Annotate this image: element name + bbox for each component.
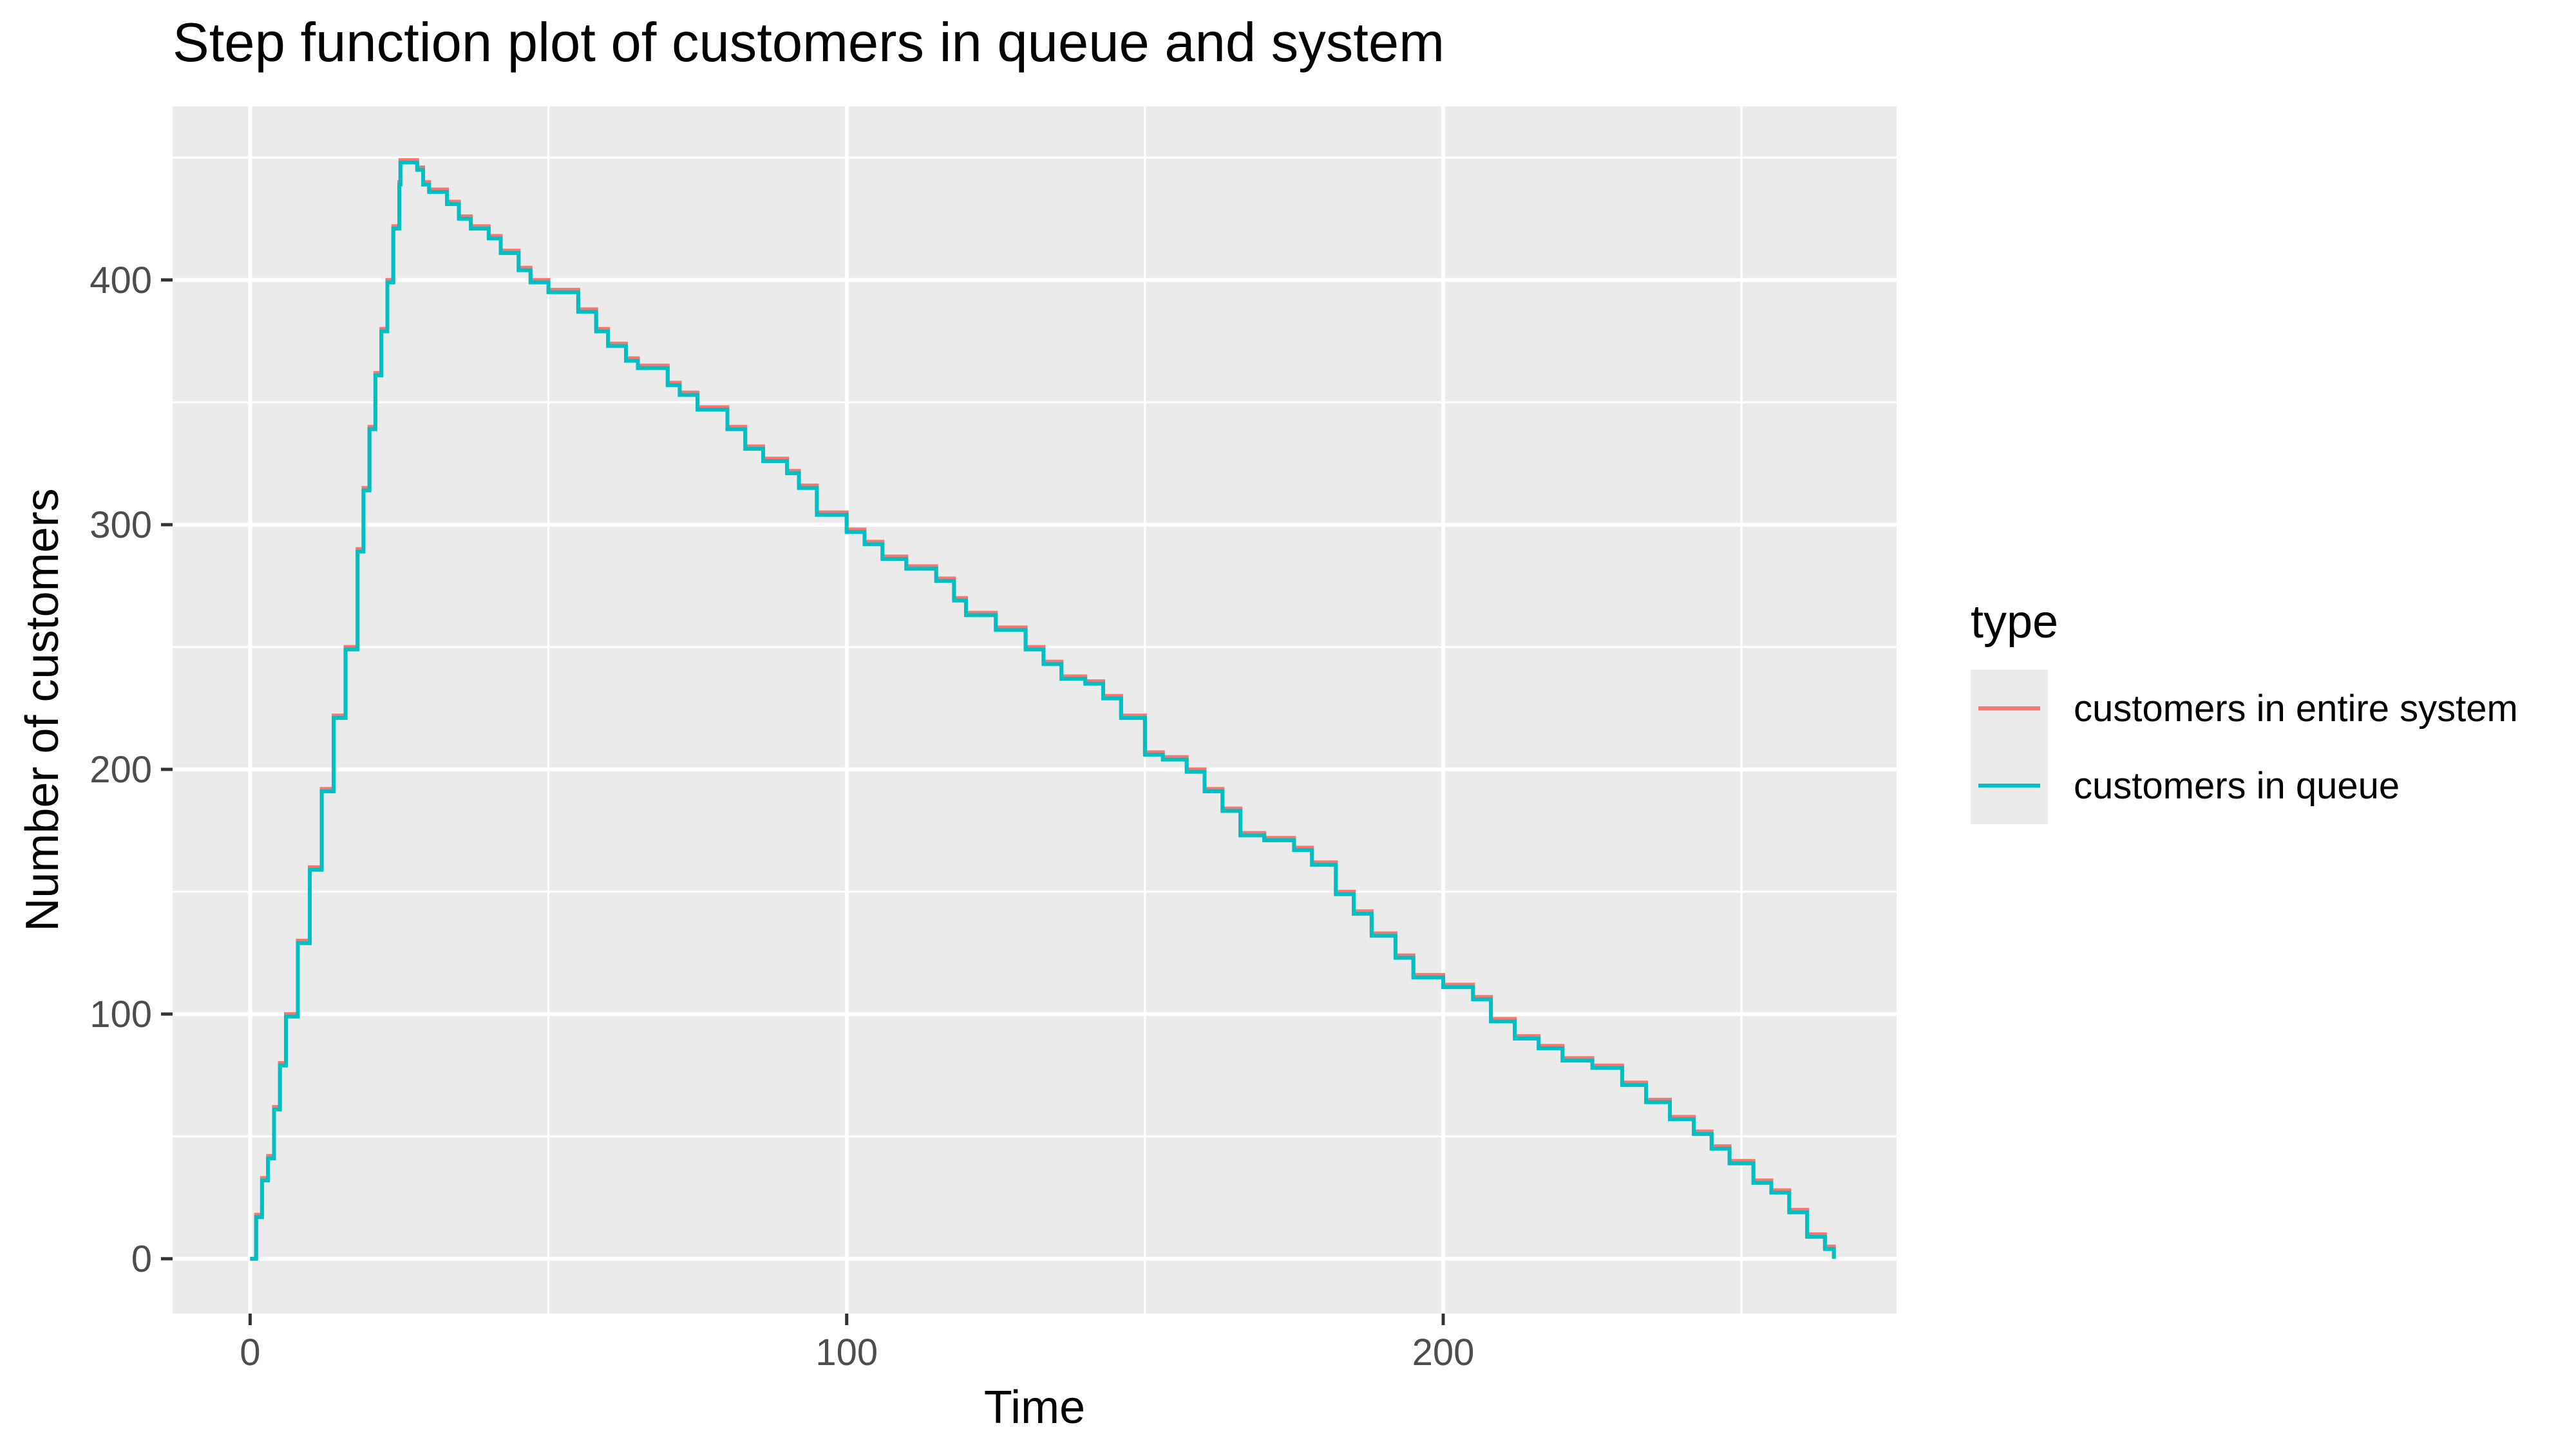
- y-axis-label: Number of customers: [17, 488, 68, 931]
- x-tick-label: 200: [1412, 1332, 1475, 1373]
- y-tick-label: 200: [90, 749, 152, 791]
- x-tick-label: 0: [240, 1332, 260, 1373]
- plot-panel: [173, 106, 1897, 1314]
- legend-entry-label: customers in entire system: [2074, 688, 2518, 730]
- y-tick-label: 300: [90, 504, 152, 546]
- y-tick-label: 100: [90, 994, 152, 1035]
- chart-title: Step function plot of customers in queue…: [173, 12, 1444, 73]
- y-tick-label: 0: [131, 1238, 152, 1280]
- x-tick-label: 100: [815, 1332, 878, 1373]
- legend-title: type: [1971, 596, 2058, 648]
- legend-entry-label: customers in queue: [2074, 765, 2400, 807]
- x-axis-label: Time: [984, 1382, 1085, 1433]
- y-tick-label: 400: [90, 259, 152, 301]
